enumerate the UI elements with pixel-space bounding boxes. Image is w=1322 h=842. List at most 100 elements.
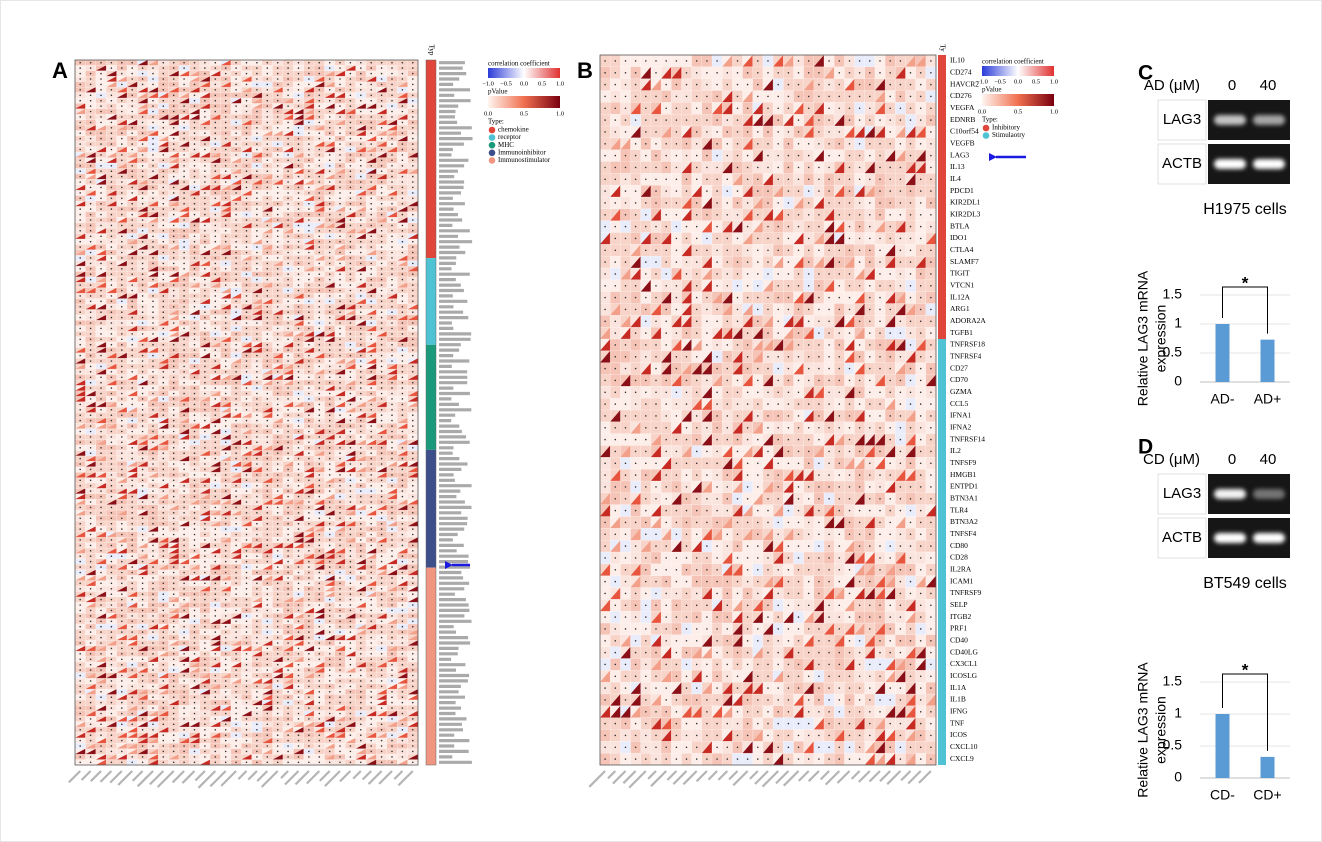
legend-swatch (983, 125, 990, 132)
y-tick-label: 0 (1174, 769, 1182, 785)
panel-label: B (577, 58, 593, 83)
significance-star: * (1242, 273, 1249, 292)
legend-gradient (488, 68, 560, 78)
x-tick-label: AD+ (1254, 391, 1282, 407)
band-label: ACTB (1162, 155, 1202, 172)
row-label: CXCL10 (950, 742, 978, 751)
row-label: ITGB2 (950, 612, 971, 621)
y-axis-label: expression (1153, 696, 1169, 764)
gel-band (1214, 489, 1246, 499)
dose-label: 40 (1260, 451, 1277, 468)
x-tick-label: CD- (1210, 787, 1235, 803)
legend-title: pValue (488, 88, 507, 96)
row-label: KIR2DL1 (950, 198, 981, 207)
legend-tick: 0.5 (1014, 108, 1022, 115)
row-label: CD80 (950, 541, 968, 550)
type-bar (426, 345, 436, 450)
legend-tick: 0.5 (520, 110, 528, 117)
legend-tick: 0.0 (978, 108, 986, 115)
row-label: SELP (950, 600, 968, 609)
y-axis-label: Relative LAG3 mRNA (1135, 662, 1151, 798)
type-bar (426, 60, 436, 258)
row-label: CXCL9 (950, 754, 974, 763)
row-label: PDCD1 (950, 186, 974, 195)
legend-label: Stimulaotry (992, 131, 1026, 139)
y-axis-label: Relative LAG3 mRNA (1135, 270, 1151, 406)
legend-tick: 1.0 (556, 110, 564, 117)
row-label: CD27 (950, 363, 968, 372)
row-label: ENTPD1 (950, 482, 978, 491)
row-label: CX3CL1 (950, 659, 978, 668)
legend-tick: 1.0 (556, 80, 564, 87)
dose-label: 0 (1228, 77, 1236, 94)
significance-star: * (1242, 660, 1249, 679)
legend-tick: 1.0 (1050, 108, 1058, 115)
row-label: TNFSF9 (950, 458, 977, 467)
row-label: LAG3 (950, 150, 969, 159)
legend-swatch (489, 150, 496, 157)
legend-tick: −1.0 (482, 80, 494, 87)
legend-tick: 0.5 (538, 80, 546, 87)
legend-title: Type: (488, 118, 504, 126)
bar (1261, 340, 1275, 382)
type-bar (426, 450, 436, 568)
row-label: IL10 (950, 56, 965, 65)
row-label: CD28 (950, 553, 968, 562)
row-label: BTN3A1 (950, 493, 978, 502)
row-label: IFNG (950, 706, 968, 715)
legend-label: Immunostimulator (498, 156, 551, 164)
row-label: CD40LG (950, 647, 979, 656)
type-bar (938, 55, 946, 339)
legend-swatch (489, 157, 496, 164)
row-label: ICOSLG (950, 671, 978, 680)
gel-band (1214, 115, 1246, 125)
row-label: TNFSF4 (950, 529, 977, 538)
row-label: VEGFA (950, 103, 975, 112)
row-label: TLR4 (950, 505, 968, 514)
legend-tick: 1.0 (1050, 78, 1058, 85)
row-label: HAVCR2 (950, 79, 979, 88)
row-label: C10orf54 (950, 127, 979, 136)
row-label: ICOS (950, 730, 967, 739)
row-label: ICAM1 (950, 576, 974, 585)
bar (1261, 757, 1275, 778)
legend-tick: 0.0 (484, 110, 492, 117)
row-label: CD40 (950, 635, 968, 644)
bar (1216, 324, 1230, 382)
y-tick-label: 1.5 (1163, 673, 1183, 689)
band-label: LAG3 (1163, 485, 1201, 502)
legend-swatch (489, 142, 496, 149)
row-label: BTLA (950, 221, 970, 230)
x-tick-label: AD- (1210, 391, 1234, 407)
row-label: TNFRSF14 (950, 434, 985, 443)
row-label: GZMA (950, 387, 973, 396)
row-label: TIGIT (950, 269, 970, 278)
legend-title: Type: (982, 116, 998, 124)
y-tick-label: 0 (1174, 373, 1182, 389)
row-label: TNFRSF18 (950, 340, 985, 349)
y-tick-label: 1 (1174, 705, 1182, 721)
type-bar (938, 339, 946, 765)
dose-label: 40 (1260, 77, 1277, 94)
legend-tick: −0.5 (500, 80, 512, 87)
row-label: BTN3A2 (950, 517, 978, 526)
cell-line-label: BT549 cells (1203, 575, 1287, 592)
legend-tick: 0.5 (1032, 78, 1040, 85)
figure: ATypcorrelation coefficient−1.0−0.50.00.… (0, 0, 1322, 842)
row-label: IL2RA (950, 564, 972, 573)
type-header: Typ (427, 45, 435, 56)
type-bar (426, 568, 436, 765)
gel-band (1214, 533, 1246, 543)
row-label: IL12A (950, 292, 971, 301)
row-label: PRF1 (950, 624, 967, 633)
row-label: IDO1 (950, 233, 967, 242)
legend-title: correlation coefficient (982, 58, 1044, 66)
row-label: TNF (950, 718, 964, 727)
dose-label: 0 (1228, 451, 1236, 468)
row-label: CD276 (950, 91, 972, 100)
legend-gradient (982, 94, 1054, 106)
row-label: CD274 (950, 67, 972, 76)
gel-band (1253, 159, 1285, 169)
bar (1216, 714, 1230, 778)
legend-tick: 0.0 (1014, 78, 1022, 85)
